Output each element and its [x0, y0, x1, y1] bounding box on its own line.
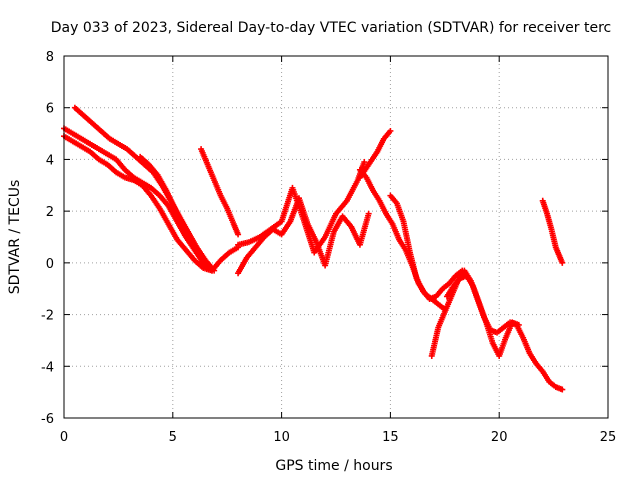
data-point-marker [365, 210, 372, 217]
y-tick-label: -6 [41, 412, 54, 427]
data-point-marker [235, 231, 242, 238]
y-tick-label: -4 [41, 360, 54, 375]
satellite-track-5 [198, 146, 242, 238]
axis-ticks: 0 5 10 15 20 25 -6 -4 -2 0 2 4 6 8 [41, 50, 616, 445]
satellite-track-13 [539, 197, 566, 266]
x-tick-label: 15 [382, 430, 399, 445]
data-point-marker [361, 159, 368, 166]
data-point-marker [559, 259, 566, 266]
data-point-marker [198, 252, 205, 259]
y-axis-label: SDTVAR / TECUs [7, 180, 23, 295]
x-tick-label: 25 [600, 430, 617, 445]
x-tick-label: 20 [491, 430, 508, 445]
satellite-track-9 [356, 166, 448, 313]
y-tick-label: 6 [46, 102, 54, 117]
y-tick-label: 8 [46, 50, 54, 65]
satellite-track-4 [137, 153, 205, 259]
x-axis-label: GPS time / hours [275, 458, 392, 474]
data-point-marker [559, 386, 566, 393]
y-tick-label: -2 [41, 309, 54, 324]
y-tick-label: 0 [46, 257, 54, 272]
data-series [61, 104, 566, 393]
data-point-marker [387, 127, 394, 134]
satellite-track-12 [443, 272, 522, 359]
x-tick-label: 0 [60, 430, 68, 445]
satellite-track-6 [235, 195, 372, 277]
x-tick-label: 5 [169, 430, 177, 445]
data-point-marker [515, 321, 522, 328]
x-tick-label: 10 [273, 430, 290, 445]
y-tick-label: 4 [46, 153, 54, 168]
chart-title: Day 033 of 2023, Sidereal Day-to-day VTE… [51, 20, 611, 36]
satellite-track-1 [61, 133, 242, 274]
satellite-track-7 [235, 159, 368, 256]
data-point-marker [211, 267, 218, 274]
plot-frame [63, 55, 609, 419]
grid [64, 56, 608, 418]
y-tick-label: 2 [46, 205, 54, 220]
